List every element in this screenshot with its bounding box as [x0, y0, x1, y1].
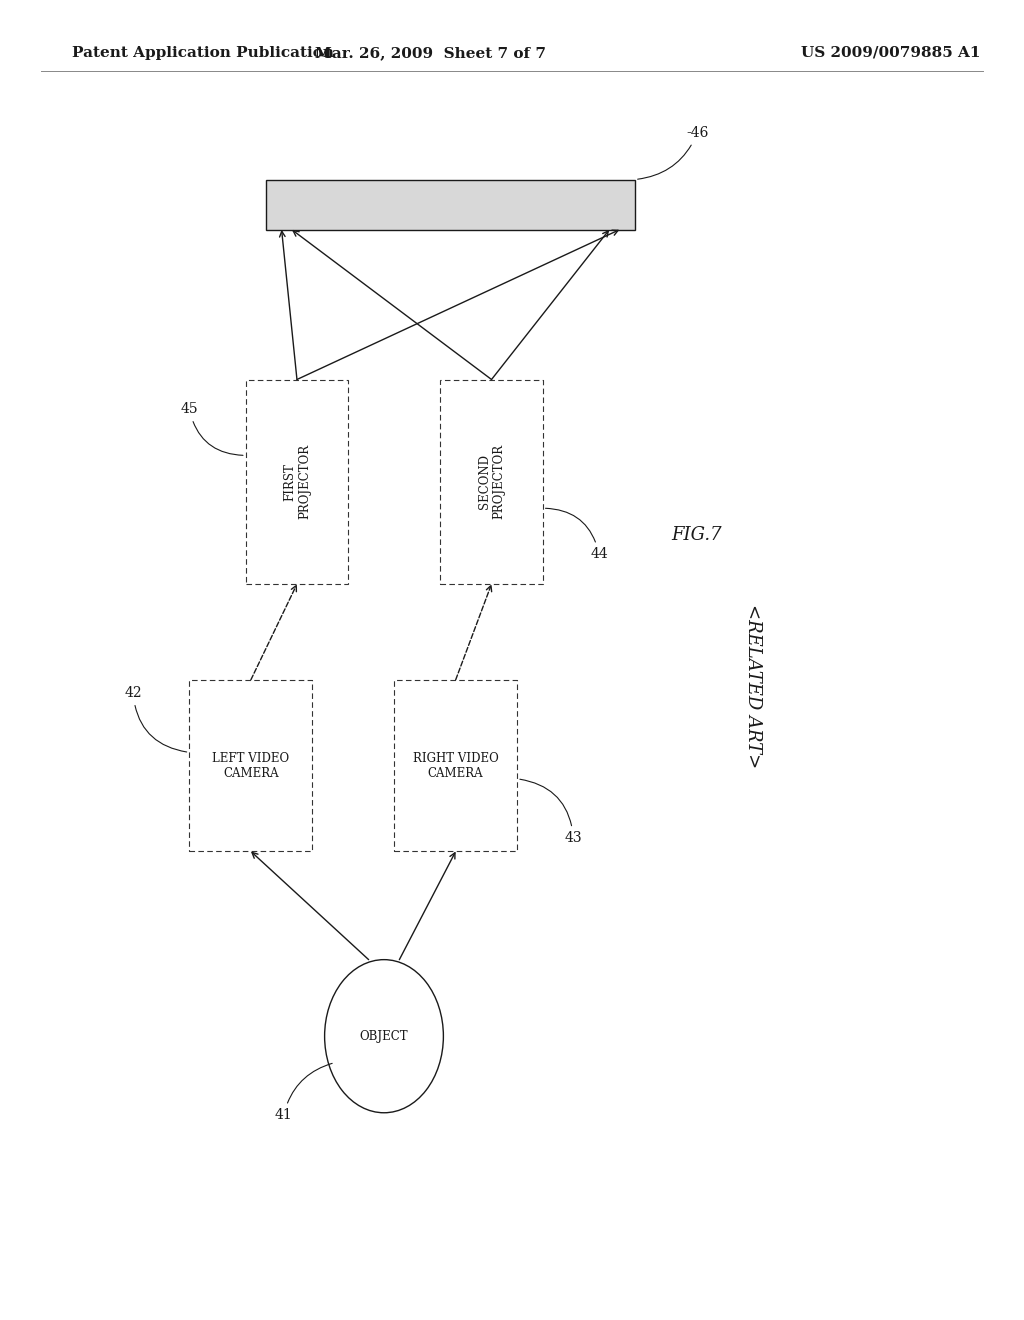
- Text: 42: 42: [124, 686, 186, 752]
- Bar: [266, 180, 635, 230]
- Bar: [440, 380, 543, 583]
- Text: LEFT VIDEO
CAMERA: LEFT VIDEO CAMERA: [212, 751, 290, 780]
- Text: FIRST
PROJECTOR: FIRST PROJECTOR: [283, 445, 311, 519]
- Text: -46: -46: [638, 125, 709, 180]
- Ellipse shape: [325, 960, 443, 1113]
- Text: 43: 43: [520, 779, 583, 845]
- Text: 45: 45: [180, 403, 243, 455]
- Text: <RELATED ART>: <RELATED ART>: [743, 605, 762, 768]
- Bar: [189, 680, 312, 851]
- Text: SECOND
PROJECTOR: SECOND PROJECTOR: [477, 445, 506, 519]
- Text: Patent Application Publication: Patent Application Publication: [72, 46, 334, 59]
- Bar: [246, 380, 348, 583]
- Text: US 2009/0079885 A1: US 2009/0079885 A1: [801, 46, 981, 59]
- Text: FIG.7: FIG.7: [671, 525, 722, 544]
- Bar: [394, 680, 517, 851]
- Text: 41: 41: [274, 1064, 332, 1122]
- Text: 44: 44: [546, 508, 608, 561]
- Text: RIGHT VIDEO
CAMERA: RIGHT VIDEO CAMERA: [413, 751, 499, 780]
- Text: Mar. 26, 2009  Sheet 7 of 7: Mar. 26, 2009 Sheet 7 of 7: [314, 46, 546, 59]
- Text: OBJECT: OBJECT: [359, 1030, 409, 1043]
